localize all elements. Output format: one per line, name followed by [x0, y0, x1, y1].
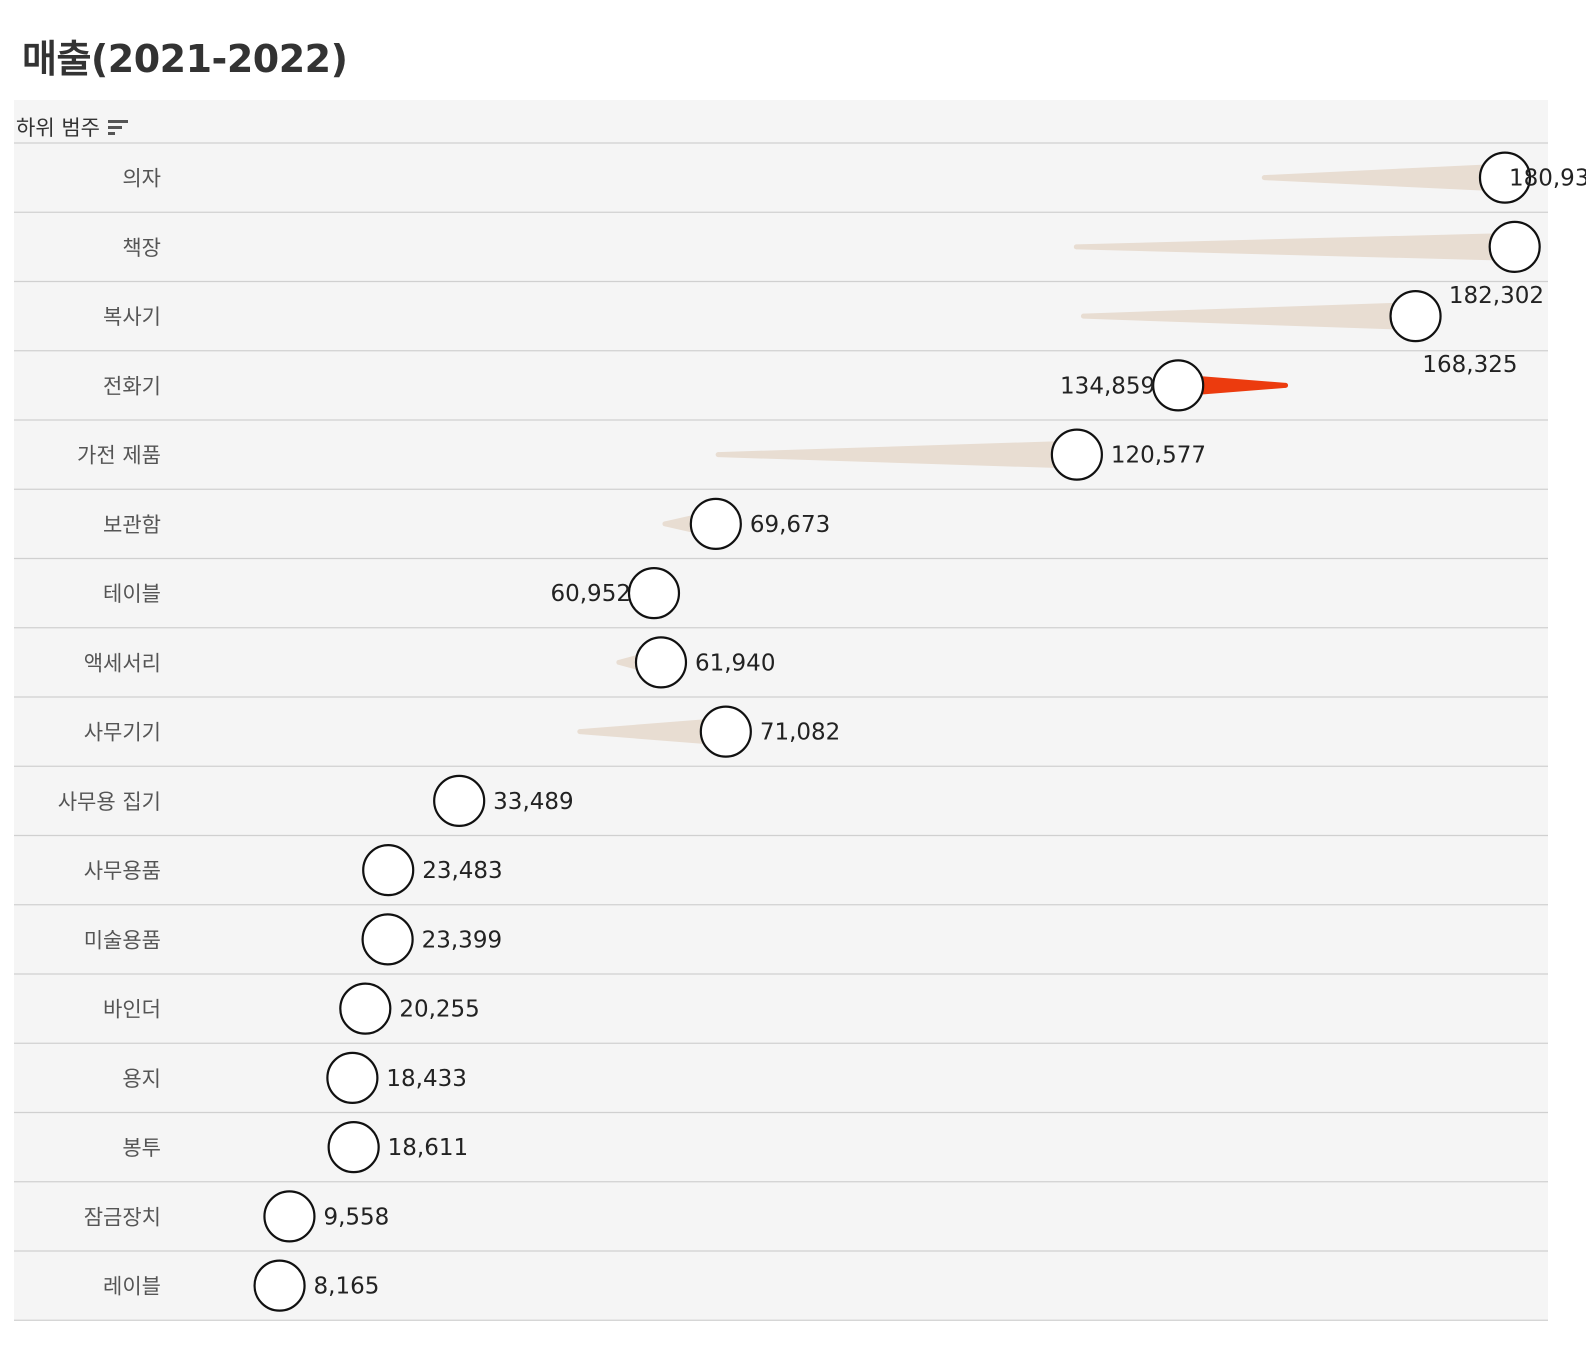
category-label: 용지 — [122, 1067, 161, 1091]
chart-row: 사무용 집기 33,489 — [14, 774, 1548, 837]
category-label: 가전 제품 — [77, 444, 161, 468]
value-label: 20,255 — [399, 997, 479, 1023]
change-tail — [718, 440, 1077, 469]
value-label: 60,952 — [550, 581, 630, 607]
value-point — [253, 1259, 306, 1312]
tail-cap — [715, 452, 721, 458]
value-point — [1050, 428, 1103, 481]
value-label: 180,935 — [1509, 166, 1586, 192]
change-tail — [1264, 163, 1505, 192]
category-label: 레이블 — [103, 1275, 161, 1299]
value-point — [1389, 290, 1442, 343]
change-tail — [1083, 302, 1416, 331]
category-label: 보관함 — [103, 513, 161, 537]
category-label: 미술용품 — [84, 928, 161, 952]
value-label: 71,082 — [760, 720, 840, 746]
chart-rows: 의자 180,935 책장 182,302 복사기 168,325 전화기 134,859 가전… — [14, 142, 1586, 1321]
value-point — [263, 1190, 316, 1243]
value-label: 9,558 — [323, 1204, 389, 1230]
category-label: 복사기 — [103, 305, 161, 329]
sort-descending-icon[interactable] — [107, 117, 130, 137]
category-label: 전화기 — [103, 374, 161, 398]
category-label: 잠금장치 — [84, 1205, 161, 1229]
chart-row: 레이블 8,165 — [14, 1259, 1548, 1321]
value-label: 23,399 — [422, 927, 502, 953]
chart-row: 전화기 134,859 — [14, 359, 1548, 421]
chart-row: 봉투 18,611 — [14, 1121, 1548, 1183]
tail-cap — [1080, 313, 1086, 319]
tail-cap — [1283, 382, 1289, 388]
value-label: 120,577 — [1111, 443, 1206, 469]
change-tail — [1178, 374, 1286, 397]
chart-row: 복사기 168,325 — [14, 290, 1548, 378]
category-column-label: 하위 범주 — [16, 116, 100, 140]
chart-row: 사무기기 71,082 — [14, 705, 1548, 767]
value-point — [326, 1051, 379, 1104]
value-point — [689, 497, 742, 550]
tail-cap — [577, 729, 583, 735]
chart-row: 사무용품 23,483 — [14, 844, 1548, 906]
chart-row: 바인더 20,255 — [14, 982, 1548, 1044]
chart-row: 보관함 69,673 — [14, 497, 1548, 560]
value-label: 18,611 — [388, 1135, 468, 1161]
category-label: 책장 — [122, 236, 161, 260]
value-point — [1488, 220, 1541, 273]
value-point — [699, 705, 752, 758]
tail-cap — [662, 521, 668, 527]
category-label: 봉투 — [122, 1136, 161, 1160]
change-tail — [1076, 232, 1515, 261]
change-tail — [579, 717, 726, 746]
value-label: 182,302 — [1449, 283, 1544, 309]
value-point — [361, 913, 414, 966]
chart-row: 가전 제품 120,577 — [14, 428, 1548, 490]
chart-row: 액세서리 61,940 — [14, 636, 1548, 698]
value-point — [339, 982, 392, 1035]
value-point — [1152, 359, 1205, 412]
value-point — [627, 567, 681, 620]
tail-cap — [616, 659, 622, 665]
chart-row: 의자 180,935 — [14, 151, 1586, 213]
chart-row: 책장 182,302 — [14, 220, 1548, 309]
tail-cap — [1073, 244, 1079, 250]
chart-row: 미술용품 23,399 — [14, 913, 1548, 975]
value-label: 18,433 — [386, 1066, 466, 1092]
value-label: 168,325 — [1422, 352, 1517, 378]
category-label: 액세서리 — [84, 651, 161, 675]
chart-title: 매출(2021-2022) — [22, 37, 348, 81]
value-label: 8,165 — [314, 1274, 380, 1300]
value-label: 61,940 — [695, 650, 775, 676]
value-label: 134,859 — [1060, 373, 1155, 399]
category-label: 사무기기 — [84, 721, 161, 745]
value-point — [433, 774, 486, 827]
value-label: 69,673 — [750, 512, 830, 538]
value-point — [362, 844, 415, 897]
category-label: 사무용 집기 — [58, 790, 161, 814]
value-point — [634, 636, 688, 689]
value-point — [1478, 151, 1532, 204]
chart-row: 잠금장치 9,558 — [14, 1190, 1548, 1252]
tail-cap — [1261, 175, 1267, 181]
category-column-header[interactable]: 하위 범주 — [16, 112, 130, 142]
chart-row: 테이블 60,952 — [14, 567, 1548, 629]
value-label: 33,489 — [493, 789, 573, 815]
category-label: 사무용품 — [84, 859, 161, 883]
category-label: 테이블 — [103, 582, 161, 606]
category-label: 의자 — [122, 167, 161, 191]
value-point — [327, 1121, 380, 1174]
chart-panel — [14, 100, 1548, 1320]
chart-row: 용지 18,433 — [14, 1051, 1548, 1114]
value-label: 23,483 — [422, 858, 502, 884]
category-label: 바인더 — [103, 998, 161, 1022]
